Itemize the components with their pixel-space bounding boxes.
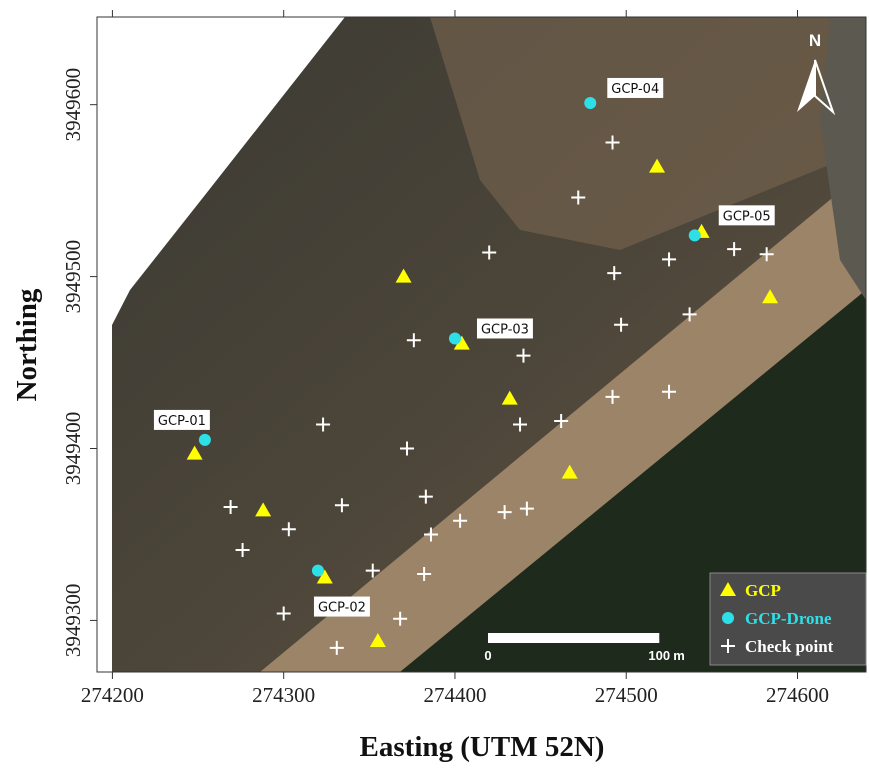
north-label: N (809, 31, 821, 50)
legend-marker (722, 612, 734, 624)
y-tick-label: 3949300 (61, 584, 85, 658)
point-label: GCP-01 (158, 414, 206, 429)
y-tick-label: 3949500 (61, 240, 85, 314)
scale-end: 100 (648, 648, 670, 663)
point-circle (199, 434, 211, 446)
legend: GCP GCP-Drone Check point (710, 573, 866, 665)
map-chart: GCP-01 GCP-02 GCP-03 GCP-04 GCP-05 N GCP GCP-… (0, 0, 869, 771)
legend-label: Check point (745, 637, 834, 656)
point-label: GCP-02 (318, 601, 366, 616)
point-label: GCP-05 (723, 209, 771, 224)
y-tick-label: 3949600 (61, 68, 85, 141)
point-circle (449, 332, 461, 344)
x-tick-label: 274500 (595, 683, 658, 707)
y-tick-label: 3949400 (61, 412, 85, 486)
scale-unit: m (673, 648, 685, 663)
point-circle (689, 229, 701, 241)
scale-bar (488, 633, 659, 643)
legend-label: GCP (745, 581, 781, 600)
scale-start: 0 (484, 648, 491, 663)
point-label: GCP-04 (611, 82, 659, 97)
x-tick-label: 274400 (423, 683, 486, 707)
point-label: GCP-03 (481, 322, 529, 337)
legend-label: GCP-Drone (745, 609, 832, 628)
y-axis-title: Northing (11, 288, 43, 401)
x-axis-title: Easting (UTM 52N) (360, 731, 605, 763)
x-tick-label: 274600 (766, 683, 829, 707)
x-tick-label: 274300 (252, 683, 315, 707)
point-circle (312, 565, 324, 577)
point-circle (584, 97, 596, 109)
x-tick-label: 274200 (81, 683, 144, 707)
